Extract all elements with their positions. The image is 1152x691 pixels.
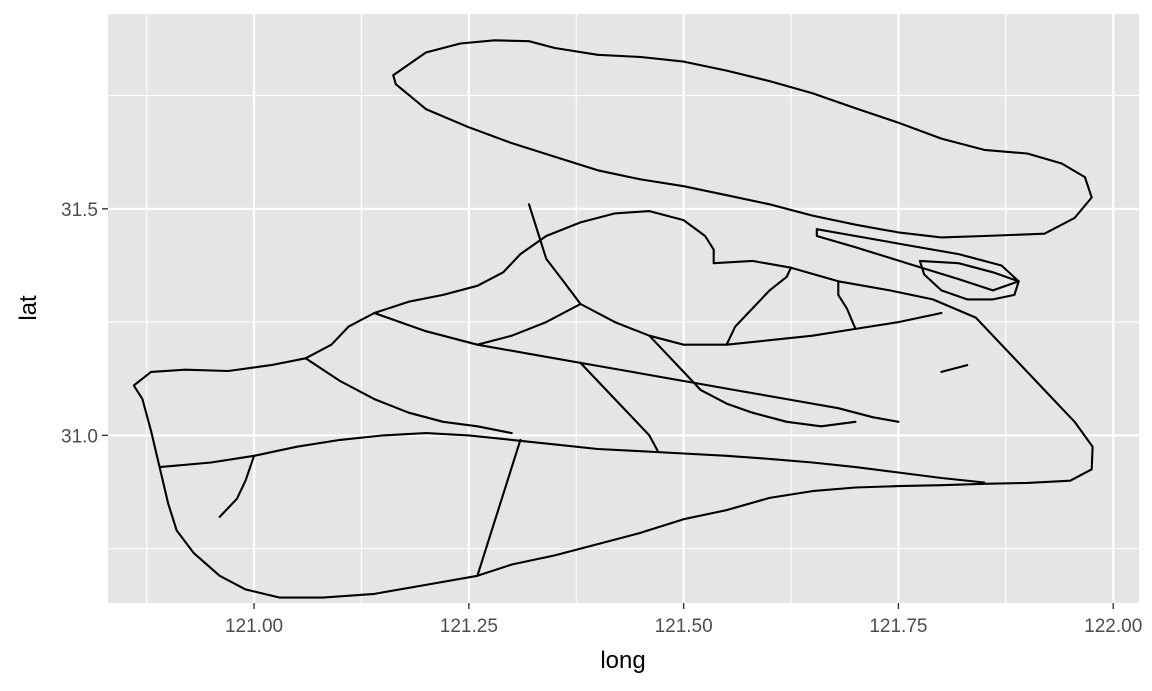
x-axis-title: long: [600, 647, 645, 674]
district-outline: [476, 302, 582, 346]
major-gridlines: [108, 14, 1139, 603]
y-tick-label: 31.5: [61, 200, 98, 221]
district-outline: [837, 280, 857, 330]
district-outline: [725, 266, 793, 346]
district-outline: [527, 203, 943, 346]
minor-gridlines: [108, 14, 1139, 603]
x-tick-label: 121.50: [655, 616, 713, 637]
district-boundaries: [132, 39, 1094, 599]
district-outline: [392, 39, 1093, 239]
district-outline: [648, 334, 857, 428]
district-outline: [158, 432, 986, 484]
x-tick-label: 121.75: [869, 616, 927, 637]
district-outline: [373, 311, 900, 423]
plot-panel: [108, 14, 1139, 603]
x-tick-label: 121.00: [225, 616, 283, 637]
x-tick-label: 122.00: [1084, 616, 1142, 637]
district-outline: [476, 438, 522, 577]
district-outline: [132, 210, 1094, 599]
district-outline: [940, 364, 969, 373]
x-tick-label: 121.25: [440, 616, 498, 637]
district-outline: [815, 228, 1020, 292]
district-outline: [918, 259, 1020, 301]
y-axis-title: lat: [15, 295, 42, 321]
y-axis: 31.0 31.5: [61, 200, 108, 447]
x-axis: 121.00 121.25 121.50 121.75 122.00: [225, 603, 1142, 637]
district-outline: [304, 357, 513, 435]
y-tick-label: 31.0: [61, 426, 98, 447]
district-outline: [218, 454, 256, 518]
district-outline: [579, 361, 659, 453]
